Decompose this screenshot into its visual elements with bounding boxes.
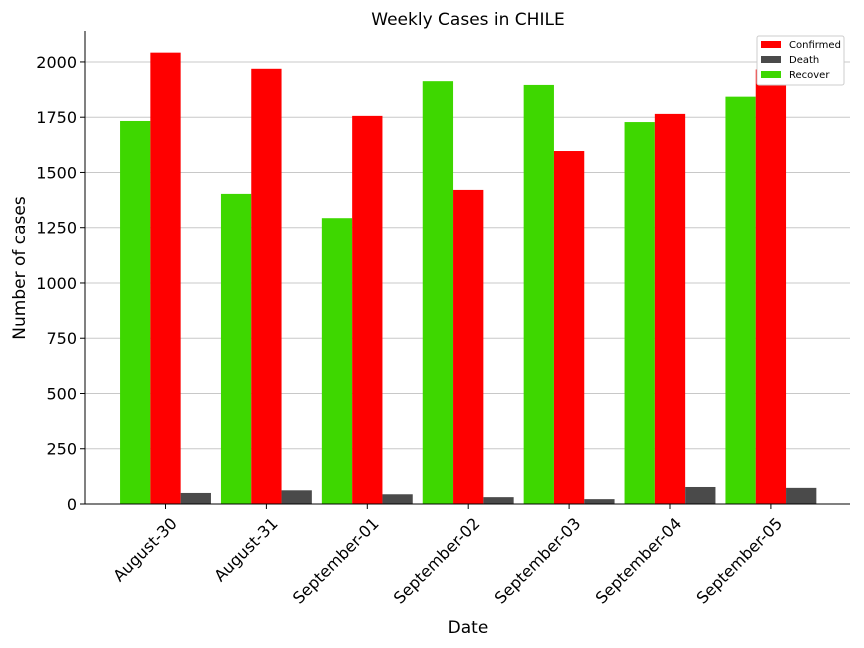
y-tick-label: 1000 [36, 274, 77, 293]
x-tick-labels: August-30 August-31 September-01 September-… [109, 514, 786, 608]
bar-confirmed-august-31 [251, 68, 282, 505]
x-tick-label: September-02 [390, 514, 484, 608]
legend-label-death: Death [789, 55, 819, 66]
bar-recover-august-30 [120, 120, 151, 505]
legend-label-recover: Recover [789, 70, 830, 81]
bar-death-august-30 [180, 492, 211, 504]
bar-confirmed-august-30 [150, 52, 181, 504]
bar-recover-september-03 [523, 84, 554, 505]
legend-label-confirmed: Confirmed [789, 40, 841, 51]
y-tick-label: 1500 [36, 163, 77, 182]
bar-confirmed-september-04 [654, 113, 686, 504]
legend-swatch-confirmed [761, 41, 781, 48]
bar-confirmed-september-03 [553, 151, 585, 504]
bar-death-september-03 [584, 499, 615, 504]
x-tick-label: September-05 [692, 514, 786, 608]
y-tick-labels: 0 250 500 750 1000 1250 1500 1750 2000 [36, 53, 77, 514]
x-tick-label: August-30 [109, 514, 181, 586]
bar-confirmed-september-01 [352, 115, 383, 505]
y-axis-title: Number of cases [10, 196, 30, 340]
legend-swatch-recover [761, 71, 781, 78]
x-tick-label: August-31 [210, 514, 282, 586]
y-tick-label: 500 [46, 384, 77, 403]
x-tick-label: September-04 [592, 514, 686, 608]
y-tick-label: 2000 [36, 53, 77, 72]
bar-confirmed-september-02 [453, 189, 484, 505]
y-tick-label: 0 [67, 495, 77, 514]
x-tick-label: September-03 [491, 514, 585, 608]
bar-recover-august-31 [220, 193, 252, 504]
bar-death-september-04 [685, 486, 716, 504]
bar-recover-september-02 [422, 81, 454, 505]
legend-swatch-death [761, 56, 781, 63]
y-tick-label: 250 [46, 440, 77, 459]
y-tick-label: 750 [46, 329, 77, 348]
bar-death-september-02 [483, 497, 514, 504]
bar-death-september-05 [786, 487, 817, 504]
x-tick-label: September-01 [289, 514, 383, 608]
legend: Confirmed Death Recover [756, 35, 845, 86]
chart-title: Weekly Cases in CHILE [371, 10, 564, 30]
x-axis-title: Date [448, 618, 489, 638]
bar-recover-september-04 [624, 122, 655, 504]
bars [120, 52, 817, 505]
y-tick-label: 1750 [36, 108, 77, 127]
bar-confirmed-september-05 [755, 69, 787, 505]
axes [80, 31, 850, 509]
bar-recover-september-05 [725, 96, 756, 505]
bar-death-august-31 [281, 490, 312, 504]
y-tick-label: 1250 [36, 219, 77, 238]
bar-recover-september-01 [321, 218, 353, 504]
bar-death-september-01 [382, 494, 413, 504]
